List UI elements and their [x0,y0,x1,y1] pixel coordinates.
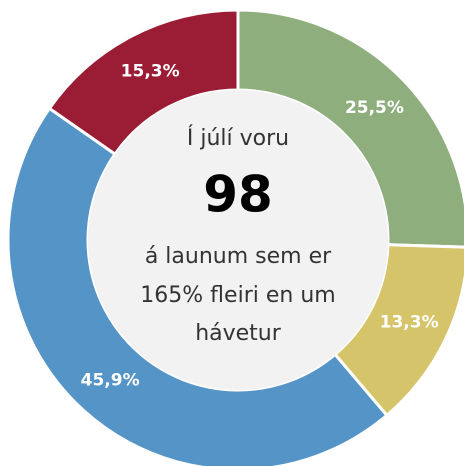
center-text: 165% fleiri en um [140,283,335,308]
center-text: á launum sem er [145,244,332,269]
center-value: 98 [203,166,273,224]
donut-hole [88,90,388,390]
donut-segment [236,8,464,249]
value-label: 25,5% [345,98,404,118]
center-text: hávetur [195,321,282,346]
center-text: Í júlí voru [187,125,289,151]
value-label: 45,9% [81,371,140,391]
value-label: 15,3% [121,62,180,82]
value-label: 13,3% [380,313,439,333]
